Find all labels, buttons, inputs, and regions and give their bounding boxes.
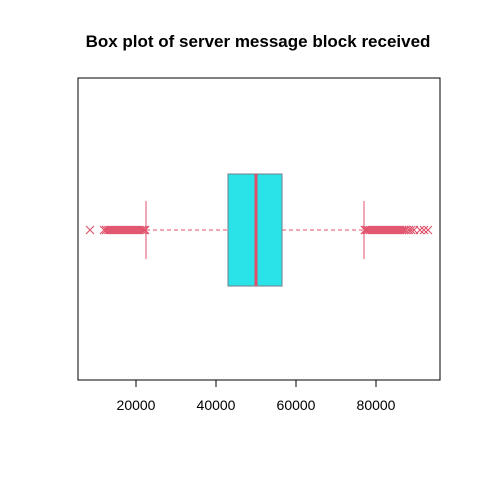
outlier-point-low [139, 225, 149, 235]
outlier-point-high [399, 225, 409, 235]
outlier-point-high [397, 225, 407, 235]
x-axis: 20000 40000 60000 80000 [117, 379, 396, 413]
outlier-point-high [415, 225, 425, 235]
x-tick-label: 20000 [117, 397, 156, 413]
outlier-point-low [137, 225, 147, 235]
x-tick-label: 60000 [277, 397, 316, 413]
x-tick-label: 40000 [197, 397, 236, 413]
outlier-point-high [406, 225, 416, 235]
chart-title: Box plot of server message block receive… [86, 32, 431, 51]
outlier-point-low [140, 225, 150, 235]
x-tick-label: 80000 [357, 397, 396, 413]
outlier-point-high [423, 225, 433, 235]
outlier-point-high [419, 225, 429, 235]
boxplot-marks [85, 173, 433, 287]
outlier-point-low [85, 225, 95, 235]
